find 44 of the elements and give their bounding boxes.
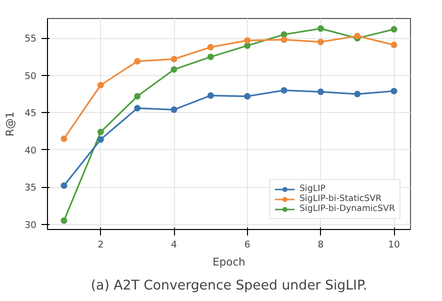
y-tick-label: 55 [24, 34, 37, 45]
point [134, 93, 141, 100]
y-tick-label: 35 [24, 182, 37, 194]
x-tick-label: 2 [98, 240, 104, 250]
text: (a) A2T Convergence Speed under SigLIP. [90, 278, 368, 294]
point [354, 90, 361, 98]
point [134, 58, 141, 65]
point [170, 106, 178, 113]
y-axis-title: R@1 [4, 112, 17, 136]
x-axis-title: Epoch [212, 256, 246, 268]
point [390, 42, 398, 48]
x-tick-label: 8 [318, 240, 324, 250]
point [97, 136, 104, 143]
point [207, 92, 214, 99]
y-tick-label: 50 [24, 70, 37, 82]
point [134, 104, 141, 112]
x-tick-label: 4 [171, 240, 178, 250]
point [207, 44, 214, 50]
point [317, 38, 324, 46]
y-tick-label: 30 [24, 220, 37, 231]
point [60, 217, 68, 224]
y-tick-label: 45 [24, 108, 37, 120]
legend-label: SigLIP [299, 184, 326, 194]
legend-label: SigLIP-bi-StaticSVR [299, 194, 382, 204]
legend-label: SigLIP-bi-DynamicSVR [299, 204, 395, 214]
point [170, 66, 178, 73]
point [60, 135, 68, 142]
point [280, 36, 288, 43]
x-tick-label: 10 [388, 240, 400, 250]
point [60, 182, 68, 189]
point [170, 56, 178, 62]
point [207, 54, 214, 60]
point [317, 88, 324, 96]
point [244, 93, 251, 100]
point [97, 128, 104, 136]
point [97, 82, 104, 88]
point [244, 37, 251, 44]
point [317, 25, 324, 32]
point [280, 87, 288, 94]
point [244, 42, 251, 49]
y-tick-label: 40 [24, 145, 37, 156]
x-tick-label: 6 [244, 240, 250, 250]
point [390, 26, 398, 33]
point [390, 88, 398, 94]
